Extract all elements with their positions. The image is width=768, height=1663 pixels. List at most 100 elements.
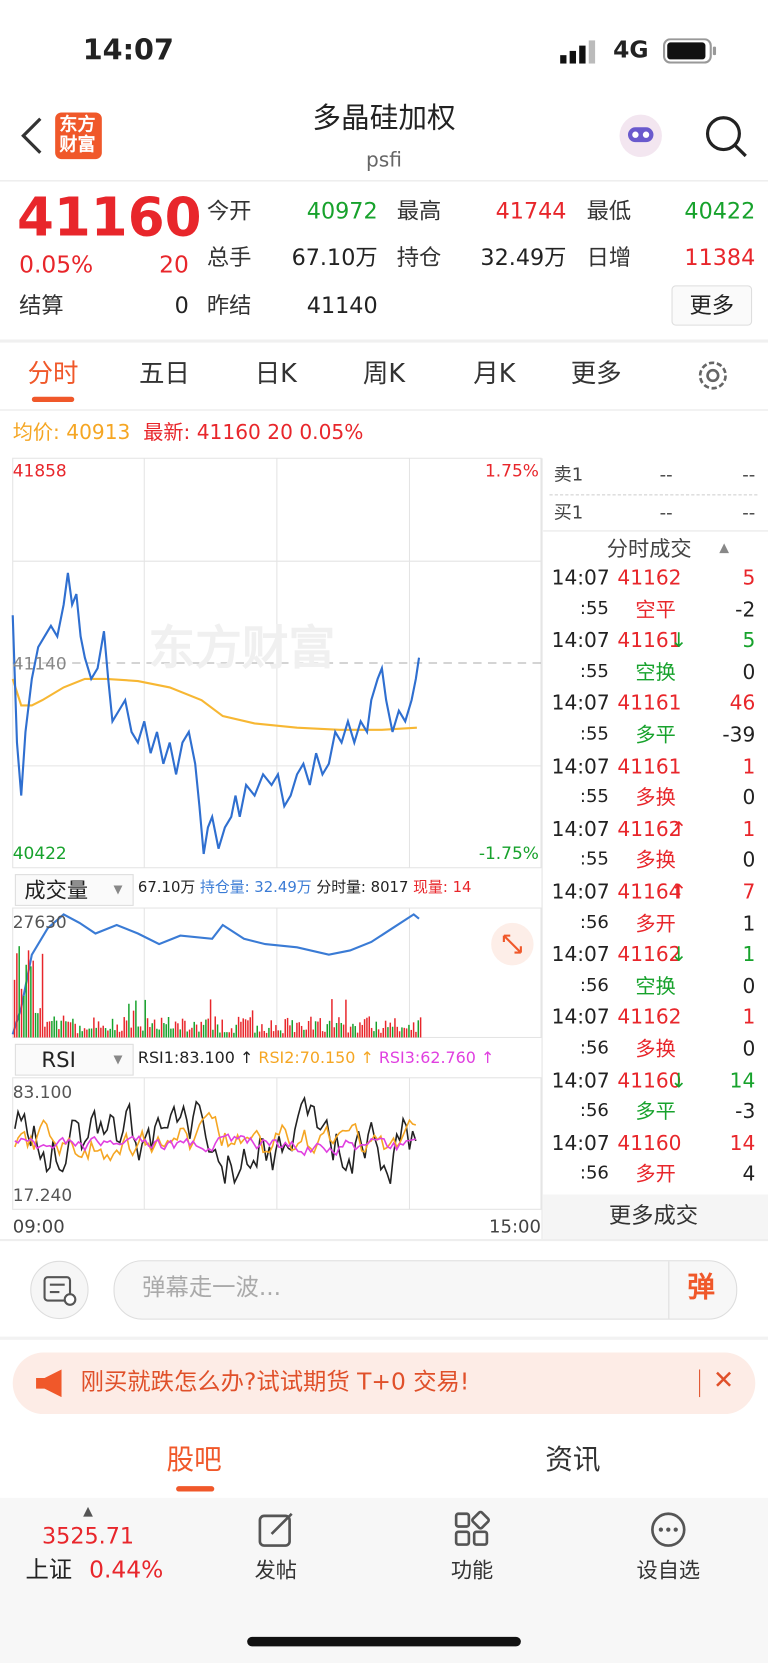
buy-price: --	[659, 502, 673, 525]
volume-max: 27630	[12, 912, 67, 933]
decor	[289, 1025, 291, 1038]
prev-settle-label: 昨结	[206, 292, 252, 319]
post-icon[interactable]	[257, 1511, 295, 1549]
decor	[118, 1031, 121, 1038]
trade-volume: 0	[742, 660, 756, 685]
decor	[200, 1021, 202, 1038]
trade-price: 41160	[617, 1131, 682, 1155]
function-icon[interactable]	[453, 1510, 491, 1549]
trade-type: 多开	[635, 911, 676, 936]
decor	[79, 1025, 81, 1038]
end-time: 15:00	[489, 1216, 542, 1238]
price: 41160	[16, 186, 202, 249]
search-icon[interactable]	[702, 112, 749, 159]
decor	[270, 1020, 272, 1038]
volume-label: 成交量	[24, 877, 89, 903]
tab[interactable]: 周K	[362, 358, 406, 389]
decor	[128, 1003, 130, 1038]
prev-settle: 41140	[306, 292, 378, 319]
volume-selector[interactable]: 成交量 ▼	[14, 874, 134, 906]
decor	[14, 1111, 417, 1162]
rsi-selector[interactable]: RSI ▼	[14, 1043, 134, 1076]
banner-text: 刚买就跌怎么办?试试期货 T+0 交易!	[80, 1369, 470, 1397]
sub-tab[interactable]: 资讯	[545, 1444, 601, 1477]
decor	[340, 1022, 343, 1038]
more-trades-text: 更多成交	[608, 1202, 699, 1229]
avatar[interactable]	[617, 112, 664, 159]
more-trades[interactable]: 更多成交	[543, 1194, 768, 1240]
nav-item[interactable]: 设自选	[636, 1557, 701, 1583]
tab[interactable]: 更多	[570, 358, 622, 389]
trade-volume: -39	[722, 723, 756, 747]
comment-placeholder: 弹幕走一波...	[142, 1275, 282, 1302]
decor	[349, 1026, 352, 1038]
decor	[214, 1016, 216, 1038]
latest-label: 最新:	[143, 421, 191, 445]
tab[interactable]: 月K	[473, 358, 516, 389]
tab[interactable]: 分时	[27, 358, 79, 389]
more-button-text: 更多	[689, 292, 735, 319]
open-interest-line	[11, 913, 420, 1035]
decor	[86, 1029, 88, 1038]
danmaku-button[interactable]: 弹	[687, 1271, 715, 1304]
decor	[242, 1018, 244, 1038]
decor	[277, 1030, 279, 1038]
decor	[202, 1024, 205, 1038]
decor	[81, 1031, 83, 1038]
back-button[interactable]	[19, 117, 44, 155]
page-code: psfi	[366, 148, 403, 172]
trade-volume: 1	[742, 754, 756, 779]
banner-close[interactable]: ✕	[712, 1365, 735, 1395]
start-time: 09:00	[12, 1216, 65, 1238]
decor	[247, 1020, 249, 1038]
decor	[361, 1024, 364, 1038]
settings-icon[interactable]	[696, 359, 730, 393]
comment-input[interactable]: 弹幕走一波... 弹	[113, 1260, 738, 1320]
watchlist-icon[interactable]	[649, 1511, 687, 1549]
field-label: 持仓	[396, 245, 442, 271]
volume-total: 67.10万	[137, 879, 196, 897]
decor	[93, 1017, 95, 1038]
decor	[170, 1028, 172, 1038]
trade-price: 41161	[617, 692, 682, 716]
index-value: 3525.71	[41, 1523, 135, 1549]
decor	[228, 1032, 230, 1038]
decor	[363, 1019, 366, 1038]
trade-time: 14:07	[551, 754, 610, 779]
decor	[240, 1021, 242, 1038]
decor	[177, 1023, 179, 1038]
trade-arrow: ↑	[670, 880, 688, 904]
decor	[14, 1095, 417, 1186]
decor	[160, 1017, 163, 1038]
field-value: 32.49万	[480, 245, 567, 271]
decor	[286, 1017, 289, 1038]
decor	[258, 1031, 261, 1038]
trade-time: :56	[579, 1163, 609, 1185]
decor	[102, 1025, 104, 1038]
trade-type: 空换	[635, 660, 676, 685]
buy-volume: --	[742, 502, 756, 525]
rsi-label: RSI	[41, 1047, 76, 1073]
trade-volume: 5	[742, 566, 756, 590]
trade-time: :55	[579, 660, 609, 682]
decor	[282, 1033, 284, 1038]
more-button[interactable]: 更多	[671, 285, 753, 326]
tab[interactable]: 日K	[254, 358, 297, 389]
rsi2: RSI2:70.150 ↑	[258, 1048, 374, 1068]
decor	[296, 1022, 298, 1038]
banner[interactable]: 刚买就跌怎么办?试试期货 T+0 交易! ✕	[12, 1352, 756, 1415]
trade-volume: 46	[729, 692, 756, 716]
nav-item[interactable]: 发帖	[254, 1557, 298, 1583]
decor	[380, 1032, 382, 1038]
decor	[53, 1016, 55, 1038]
comment-icon[interactable]	[30, 1260, 89, 1320]
decor	[209, 999, 212, 1038]
nav-item[interactable]: 功能	[450, 1557, 494, 1583]
decor	[109, 1028, 111, 1038]
decor	[125, 1020, 128, 1038]
decor	[335, 1023, 338, 1038]
decor	[401, 1027, 403, 1038]
tab[interactable]: 五日	[138, 358, 190, 389]
decor	[181, 1018, 184, 1038]
sub-tab[interactable]: 股吧	[166, 1444, 222, 1477]
